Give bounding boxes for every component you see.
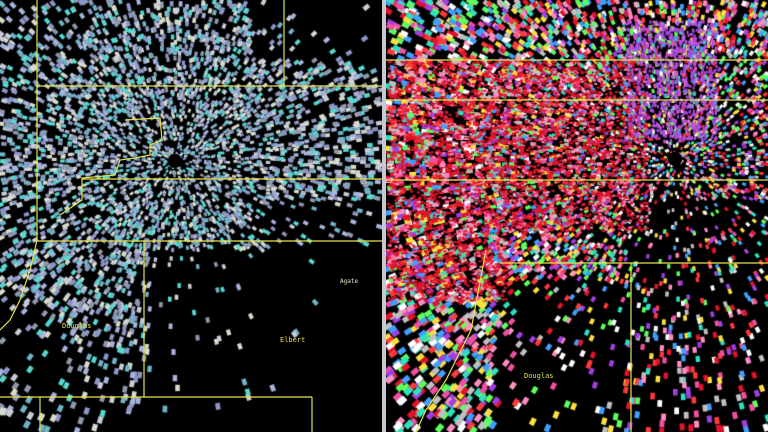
velocity-panel: Douglas (386, 0, 768, 432)
county-boundaries (0, 0, 382, 432)
radar-site-marker (168, 154, 182, 168)
label-agate: Agate (340, 278, 359, 285)
radar-site-marker-velocity (668, 152, 682, 166)
county-boundaries-velocity (386, 59, 768, 432)
panel-divider (382, 0, 386, 432)
boundary-line (0, 239, 38, 331)
boundary-line (415, 249, 487, 432)
label-elbert: Elbert (280, 336, 306, 344)
city-boundary (59, 117, 163, 216)
reflectivity-panel: Douglas Elbert Agate (0, 0, 382, 432)
velocity-radar-image (386, 0, 768, 432)
label-douglas: Douglas (62, 322, 92, 330)
label-douglas-velocity: Douglas (524, 372, 554, 380)
reflectivity-radar-image (0, 0, 382, 432)
